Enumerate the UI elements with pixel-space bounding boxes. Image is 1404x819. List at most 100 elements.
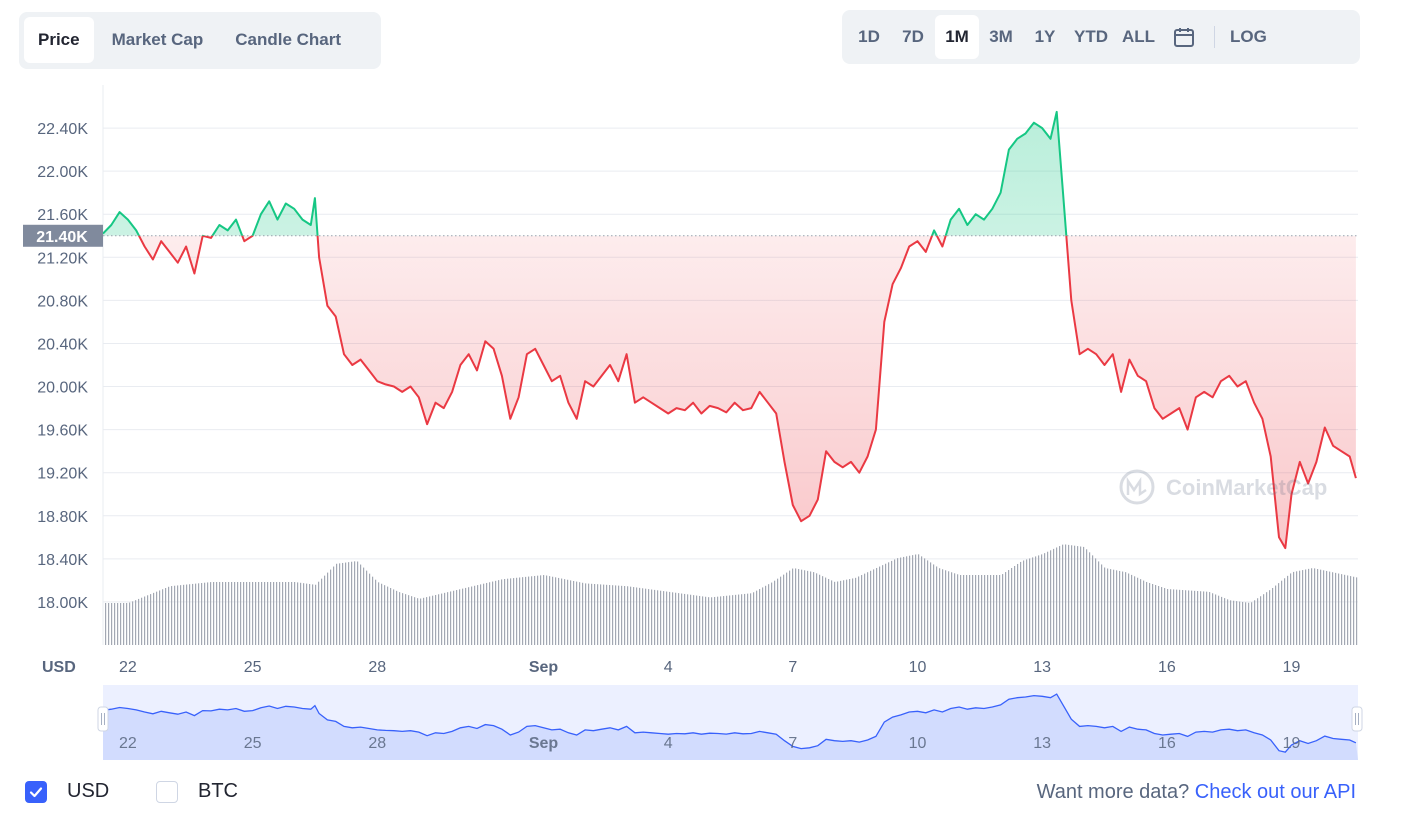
volume-bar xyxy=(1062,544,1064,645)
btc-label: BTC xyxy=(198,780,238,802)
divider xyxy=(1214,26,1216,48)
legend-usd[interactable]: USD xyxy=(25,780,109,803)
volume-bar xyxy=(948,571,950,645)
volume-bar xyxy=(987,575,989,645)
volume-bar xyxy=(684,593,686,645)
volume-bar xyxy=(195,583,197,645)
volume-bar xyxy=(129,602,131,645)
volume-bar xyxy=(417,598,419,645)
volume-bar xyxy=(1233,600,1235,645)
volume-bar xyxy=(1206,591,1208,645)
volume-bar xyxy=(723,596,725,645)
volume-bar xyxy=(381,583,383,645)
volume-bar xyxy=(1125,572,1127,645)
calendar-icon[interactable] xyxy=(1162,15,1206,59)
volume-bar xyxy=(597,584,599,645)
check-icon xyxy=(29,786,43,797)
volume-bar xyxy=(1275,585,1277,645)
btc-checkbox[interactable] xyxy=(156,780,178,803)
volume-bar xyxy=(666,591,668,645)
volume-bar xyxy=(435,594,437,645)
range-ytd-button[interactable]: YTD xyxy=(1074,27,1108,46)
range-1m-button[interactable]: 1M xyxy=(935,15,979,59)
volume-bar xyxy=(1152,584,1154,645)
area-above-baseline xyxy=(103,111,1067,236)
volume-bar xyxy=(249,582,251,645)
volume-bar xyxy=(618,585,620,645)
volume-bar xyxy=(531,576,533,645)
y-tick-label: 18.80K xyxy=(37,509,88,526)
volume-bar xyxy=(606,584,608,645)
range-all-button[interactable]: ALL xyxy=(1122,27,1156,46)
volume-bar xyxy=(543,575,545,645)
volume-bar xyxy=(207,582,209,645)
volume-bar xyxy=(927,560,929,645)
navigator-left-handle[interactable] xyxy=(97,706,109,732)
volume-bar xyxy=(1353,576,1355,645)
volume-bar xyxy=(1146,581,1148,645)
navigator-right-handle[interactable] xyxy=(1351,706,1363,732)
volume-bar xyxy=(1260,596,1262,645)
volume-bar xyxy=(300,582,302,645)
volume-bar xyxy=(789,570,791,645)
volume-bar xyxy=(939,568,941,645)
volume-bar xyxy=(114,603,116,645)
volume-bar xyxy=(426,597,428,645)
volume-bar xyxy=(1224,598,1226,645)
volume-bar xyxy=(930,562,932,645)
volume-bar xyxy=(984,575,986,645)
x-tick-label: 28 xyxy=(368,659,386,676)
volume-bar xyxy=(1266,592,1268,645)
volume-bar xyxy=(891,560,893,645)
volume-bar xyxy=(516,577,518,645)
volume-bar xyxy=(528,576,530,645)
volume-bar xyxy=(1095,558,1097,645)
volume-bar xyxy=(822,576,824,645)
volume-bar xyxy=(1344,574,1346,645)
log-scale-toggle[interactable]: LOG xyxy=(1230,27,1267,46)
usd-checkbox[interactable] xyxy=(25,780,47,803)
volume-bar xyxy=(174,585,176,645)
volume-bar xyxy=(1035,556,1037,645)
volume-bar xyxy=(1254,600,1256,645)
volume-bar xyxy=(330,569,332,645)
tab-market-cap[interactable]: Market Cap xyxy=(111,30,204,49)
volume-bar xyxy=(831,580,833,645)
volume-bar xyxy=(603,584,605,645)
volume-bar xyxy=(162,589,164,645)
volume-bar xyxy=(837,581,839,645)
volume-bar xyxy=(840,580,842,645)
volume-bar xyxy=(135,600,137,645)
volume-bar xyxy=(843,580,845,645)
volume-bar xyxy=(894,559,896,645)
tab-price[interactable]: Price xyxy=(24,17,94,63)
volume-bar xyxy=(219,582,221,645)
range-3m-button[interactable]: 3M xyxy=(989,27,1013,46)
api-link[interactable]: Check out our API xyxy=(1194,781,1356,803)
navigator-tick-label: 19 xyxy=(1283,735,1301,752)
volume-bar xyxy=(846,579,848,645)
volume-bar xyxy=(468,587,470,645)
volume-bar xyxy=(1320,569,1322,645)
volume-bar xyxy=(273,582,275,645)
volume-bar xyxy=(144,596,146,645)
volume-bar xyxy=(1053,548,1055,645)
volume-bar xyxy=(189,584,191,645)
volume-bar xyxy=(732,595,734,645)
volume-bar xyxy=(1311,568,1313,645)
volume-bar xyxy=(462,588,464,645)
range-1y-button[interactable]: 1Y xyxy=(1034,27,1056,46)
range-7d-button[interactable]: 7D xyxy=(902,27,924,46)
handle-body xyxy=(97,706,109,732)
x-tick-label: 25 xyxy=(244,659,262,676)
legend-btc[interactable]: BTC xyxy=(156,780,238,803)
range-1d-button[interactable]: 1D xyxy=(858,27,880,46)
volume-bar xyxy=(936,566,938,645)
volume-bar xyxy=(792,568,794,645)
volume-bar xyxy=(738,594,740,645)
tab-candle-chart[interactable]: Candle Chart xyxy=(235,30,342,49)
volume-bar xyxy=(393,589,395,645)
volume-bar xyxy=(309,583,311,645)
volume-bar xyxy=(903,556,905,645)
x-tick-label: 10 xyxy=(909,659,927,676)
